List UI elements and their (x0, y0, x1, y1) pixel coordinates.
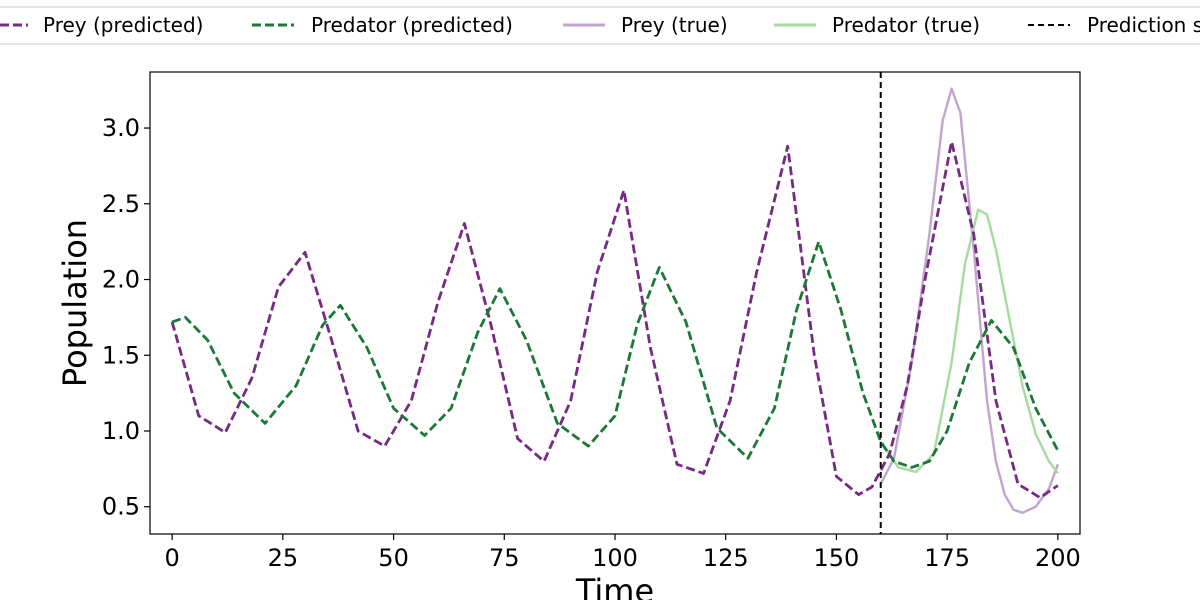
series-line-predator-predicted (171, 240, 1060, 469)
x-tick-label: 50 (378, 544, 409, 572)
legend-item-prey-true: Prey (true) (563, 13, 728, 37)
y-tick-label: 2.5 (102, 190, 140, 218)
x-tick-label: 200 (1035, 544, 1081, 572)
legend-item-predator-predicted: Predator (predicted) (252, 13, 513, 37)
x-tick-label: 125 (703, 544, 749, 572)
legend-label-predator-true: Predator (true) (832, 13, 980, 37)
y-tick-label: 1.0 (102, 417, 140, 445)
legend-item-predator-true: Predator (true) (774, 13, 980, 37)
series-line-prey-predicted (170, 140, 1059, 500)
legend-label-prey-true: Prey (true) (621, 13, 728, 37)
x-tick-label: 175 (924, 544, 970, 572)
x-tick-label: 0 (165, 544, 180, 572)
x-tick-label: 75 (489, 544, 520, 572)
y-tick-label: 1.5 (102, 341, 140, 369)
series-line-predator-true (879, 208, 1059, 475)
y-axis: 0.5 1.0 1.5 2.0 2.5 3.0 (102, 114, 150, 521)
series-line-prey-true (879, 87, 1060, 514)
y-tick-label: 2.0 (102, 266, 140, 294)
legend-item-prediction-start: Prediction s (1028, 13, 1200, 37)
legend-label-predator-predicted: Predator (predicted) (311, 13, 513, 37)
legend-label-prediction-start: Prediction s (1087, 13, 1200, 37)
y-tick-label: 3.0 (102, 114, 140, 142)
y-tick-label: 0.5 (102, 493, 140, 521)
x-tick-label: 150 (814, 544, 860, 572)
series-layer (170, 87, 1060, 514)
x-axis: 0 25 50 75 100 125 150 175 200 (165, 534, 1081, 572)
legend-item-prey-predicted: Prey (predicted) (0, 13, 203, 37)
x-axis-label: Time (575, 572, 654, 600)
x-tick-label: 25 (268, 544, 299, 572)
legend-label-prey-predicted: Prey (predicted) (43, 13, 203, 37)
x-tick-label: 100 (592, 544, 638, 572)
y-axis-label: Population (56, 219, 94, 387)
legend: Prey (predicted) Predator (predicted) Pr… (0, 6, 1200, 45)
